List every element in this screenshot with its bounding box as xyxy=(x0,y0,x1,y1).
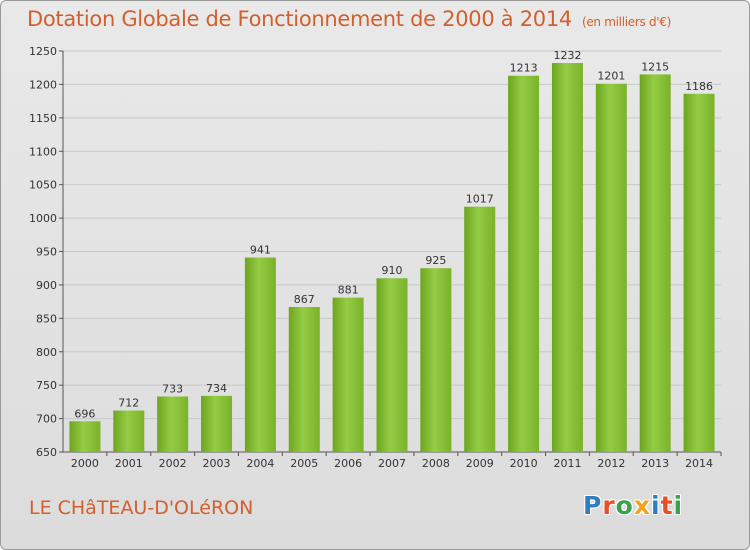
bar-value-label: 925 xyxy=(425,254,446,267)
bar xyxy=(683,93,715,453)
bar-value-label: 1232 xyxy=(553,49,581,62)
x-tick-label: 2010 xyxy=(510,457,538,470)
y-tick-label: 900 xyxy=(36,279,57,292)
logo-letter: x xyxy=(633,491,651,520)
x-tick-label: 2000 xyxy=(71,457,99,470)
bar xyxy=(113,410,145,452)
bar xyxy=(69,421,101,452)
bar xyxy=(551,63,583,452)
bar-value-label: 712 xyxy=(118,397,139,410)
x-tick-label: 2006 xyxy=(334,457,362,470)
chart-subtitle: (en milliers d'€) xyxy=(581,15,671,29)
y-tick-label: 1200 xyxy=(29,78,57,91)
logo-letter: i xyxy=(673,491,684,520)
bar xyxy=(157,396,189,452)
bar-value-label: 881 xyxy=(338,284,359,297)
bar xyxy=(464,206,496,452)
x-tick-label: 2009 xyxy=(466,457,494,470)
bar xyxy=(508,75,540,452)
x-tick-label: 2013 xyxy=(641,457,669,470)
y-tick-label: 1050 xyxy=(29,179,57,192)
y-tick-label: 750 xyxy=(36,379,57,392)
bar xyxy=(420,268,452,452)
bar xyxy=(332,297,364,452)
logo-letter: r xyxy=(602,491,616,520)
logo-letter: P xyxy=(583,491,603,520)
bar-value-label: 941 xyxy=(250,244,271,257)
logo-letter: i xyxy=(651,491,661,520)
y-tick-label: 850 xyxy=(36,312,57,325)
x-tick-label: 2008 xyxy=(422,457,450,470)
bar xyxy=(244,257,276,452)
y-tick-label: 950 xyxy=(36,246,57,259)
bar-value-label: 867 xyxy=(294,293,315,306)
bar-value-label: 733 xyxy=(162,383,183,396)
bar xyxy=(288,306,320,452)
bar-value-label: 1186 xyxy=(685,80,713,93)
x-tick-label: 2007 xyxy=(378,457,406,470)
x-tick-label: 2003 xyxy=(203,457,231,470)
chart-title: Dotation Globale de Fonctionnement de 20… xyxy=(27,7,671,31)
bar xyxy=(201,395,233,452)
bar xyxy=(376,278,408,452)
y-tick-label: 1100 xyxy=(29,145,57,158)
y-tick-label: 1000 xyxy=(29,212,57,225)
x-tick-label: 2014 xyxy=(685,457,713,470)
x-tick-label: 2012 xyxy=(597,457,625,470)
bar-value-label: 696 xyxy=(74,407,95,420)
commune-name: LE CHâTEAU-D'OLéRON xyxy=(29,497,254,519)
proxiti-logo: Proxiti xyxy=(583,491,683,520)
x-tick-label: 2001 xyxy=(115,457,143,470)
x-tick-label: 2011 xyxy=(553,457,581,470)
bar-value-label: 734 xyxy=(206,382,227,395)
bar-value-label: 1017 xyxy=(466,193,494,206)
y-tick-label: 800 xyxy=(36,346,57,359)
logo-letter: t xyxy=(660,491,674,520)
bar-value-label: 910 xyxy=(382,264,403,277)
x-tick-label: 2005 xyxy=(290,457,318,470)
y-tick-label: 700 xyxy=(36,413,57,426)
logo-letter: o xyxy=(615,491,634,520)
bar-value-label: 1201 xyxy=(597,70,625,83)
y-tick-label: 650 xyxy=(36,446,57,459)
y-tick-label: 1250 xyxy=(29,45,57,58)
bar-value-label: 1215 xyxy=(641,60,669,73)
x-tick-label: 2002 xyxy=(159,457,187,470)
bar xyxy=(639,74,671,453)
bar xyxy=(595,83,627,452)
x-tick-label: 2004 xyxy=(246,457,274,470)
y-tick-label: 1150 xyxy=(29,112,57,125)
bar-value-label: 1213 xyxy=(510,62,538,75)
